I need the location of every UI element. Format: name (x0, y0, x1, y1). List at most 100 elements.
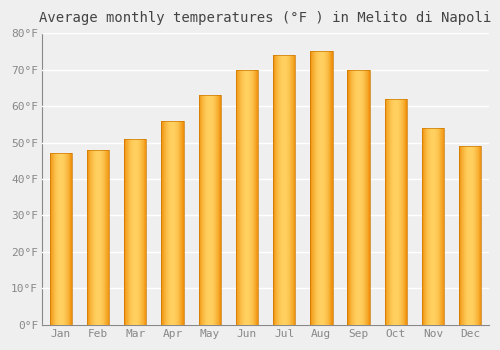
Bar (176, 121, 177, 325)
Bar (254, 70, 255, 325)
Bar (406, 99, 407, 325)
Bar (472, 146, 473, 325)
Bar (108, 150, 110, 325)
Bar (427, 128, 428, 325)
Bar (425, 128, 426, 325)
Bar (438, 128, 439, 325)
Bar (330, 51, 331, 325)
Bar (104, 150, 105, 325)
Bar (353, 70, 354, 325)
Bar (400, 99, 401, 325)
Bar (102, 150, 103, 325)
Bar (363, 70, 364, 325)
Bar (319, 51, 320, 325)
Bar (91, 150, 92, 325)
Bar (166, 121, 167, 325)
Bar (202, 95, 203, 325)
Bar (292, 55, 293, 325)
Bar (359, 70, 360, 325)
Bar (387, 99, 388, 325)
Bar (273, 55, 274, 325)
Bar (313, 51, 314, 325)
Bar (366, 70, 367, 325)
Bar (290, 55, 291, 325)
Bar (257, 70, 258, 325)
Bar (210, 95, 211, 325)
Bar (128, 139, 129, 325)
Bar (434, 128, 436, 325)
Bar (200, 95, 201, 325)
Bar (204, 95, 206, 325)
Bar (279, 55, 280, 325)
Bar (289, 55, 290, 325)
Bar (94, 150, 95, 325)
Bar (461, 146, 462, 325)
Bar (131, 139, 132, 325)
Bar (433, 128, 434, 325)
Bar (170, 121, 171, 325)
Bar (474, 146, 476, 325)
Bar (273, 55, 295, 325)
Bar (124, 139, 126, 325)
Bar (316, 51, 317, 325)
Bar (394, 99, 396, 325)
Bar (172, 121, 173, 325)
Bar (470, 146, 471, 325)
Bar (100, 150, 101, 325)
Bar (404, 99, 405, 325)
Bar (239, 70, 240, 325)
Bar (423, 128, 424, 325)
Bar (317, 51, 318, 325)
Bar (368, 70, 369, 325)
Bar (386, 99, 387, 325)
Bar (256, 70, 257, 325)
Bar (478, 146, 479, 325)
Bar (364, 70, 365, 325)
Bar (324, 51, 325, 325)
Bar (247, 70, 248, 325)
Bar (284, 55, 285, 325)
Bar (253, 70, 254, 325)
Bar (327, 51, 328, 325)
Bar (237, 70, 238, 325)
Bar (139, 139, 140, 325)
Bar (66, 153, 67, 325)
Bar (240, 70, 241, 325)
Bar (463, 146, 464, 325)
Bar (388, 99, 389, 325)
Bar (133, 139, 134, 325)
Bar (467, 146, 468, 325)
Bar (399, 99, 400, 325)
Bar (405, 99, 406, 325)
Bar (391, 99, 392, 325)
Bar (328, 51, 329, 325)
Bar (277, 55, 278, 325)
Bar (293, 55, 294, 325)
Bar (322, 51, 323, 325)
Bar (96, 150, 97, 325)
Bar (473, 146, 474, 325)
Bar (469, 146, 470, 325)
Bar (459, 146, 481, 325)
Bar (130, 139, 131, 325)
Bar (180, 121, 181, 325)
Bar (138, 139, 139, 325)
Bar (52, 153, 53, 325)
Bar (62, 153, 63, 325)
Bar (439, 128, 440, 325)
Bar (88, 150, 89, 325)
Bar (392, 99, 393, 325)
Bar (198, 95, 221, 325)
Bar (384, 99, 407, 325)
Bar (61, 153, 62, 325)
Bar (352, 70, 353, 325)
Bar (242, 70, 243, 325)
Bar (129, 139, 130, 325)
Bar (428, 128, 429, 325)
Bar (57, 153, 58, 325)
Bar (173, 121, 174, 325)
Bar (58, 153, 59, 325)
Bar (213, 95, 214, 325)
Title: Average monthly temperatures (°F ) in Melito di Napoli: Average monthly temperatures (°F ) in Me… (40, 11, 492, 25)
Bar (177, 121, 178, 325)
